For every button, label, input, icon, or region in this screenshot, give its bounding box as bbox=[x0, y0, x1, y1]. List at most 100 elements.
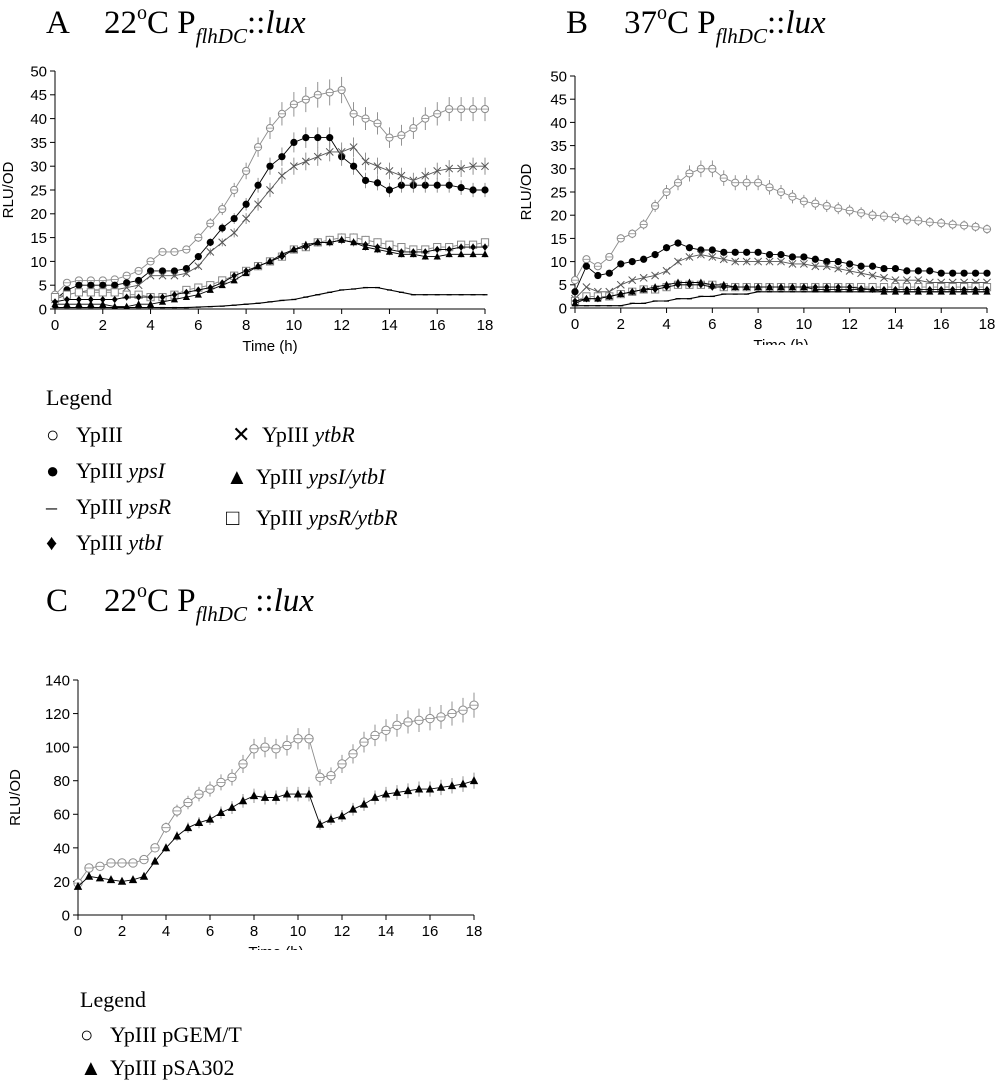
data-point bbox=[594, 294, 602, 302]
data-point bbox=[117, 876, 127, 885]
data-point bbox=[266, 162, 274, 170]
data-point bbox=[373, 245, 382, 253]
data-point bbox=[616, 280, 625, 289]
panel-a-promoter: flhDC bbox=[195, 24, 247, 48]
data-point bbox=[971, 269, 980, 277]
y-tick-label: 45 bbox=[30, 87, 47, 104]
data-point bbox=[337, 147, 346, 156]
data-point bbox=[238, 796, 248, 805]
data-point bbox=[868, 271, 877, 280]
data-point bbox=[206, 247, 215, 256]
data-point bbox=[326, 134, 334, 142]
data-point bbox=[651, 251, 659, 259]
series-ypiii-ypsi bbox=[571, 239, 991, 296]
x-tick-label: 6 bbox=[708, 316, 716, 333]
open-circle-icon: ○ bbox=[46, 422, 60, 447]
legend-ab-item: ○ YpIII bbox=[46, 422, 123, 447]
data-point bbox=[765, 283, 774, 290]
panel-b-unit: C P bbox=[667, 5, 716, 41]
series-line bbox=[55, 239, 485, 308]
data-point bbox=[293, 789, 303, 798]
panel-a-temp: 22 bbox=[104, 5, 137, 41]
y-axis-label: RLU/OD bbox=[0, 162, 17, 219]
y-tick-label: 80 bbox=[53, 773, 70, 790]
x-tick-label: 16 bbox=[429, 317, 446, 334]
data-point bbox=[271, 792, 281, 801]
data-point bbox=[230, 214, 238, 223]
panel-c-degree: o bbox=[137, 580, 147, 602]
y-tick-label: 20 bbox=[550, 208, 567, 225]
x-tick-label: 2 bbox=[617, 316, 625, 333]
data-point bbox=[685, 244, 694, 252]
panel-a-sep: :: bbox=[246, 5, 266, 41]
data-point bbox=[392, 787, 402, 796]
data-point bbox=[470, 243, 476, 251]
data-point bbox=[135, 300, 143, 308]
data-point bbox=[800, 253, 808, 261]
data-point bbox=[194, 818, 204, 827]
data-point bbox=[425, 784, 435, 793]
x-tick-label: 6 bbox=[206, 923, 214, 940]
data-point bbox=[385, 247, 394, 255]
data-point bbox=[182, 264, 190, 273]
data-point bbox=[983, 269, 991, 277]
data-point bbox=[433, 252, 441, 260]
x-tick-label: 8 bbox=[754, 316, 762, 333]
data-point bbox=[685, 253, 694, 261]
data-point bbox=[182, 293, 190, 300]
data-point bbox=[582, 294, 591, 302]
data-point bbox=[111, 281, 119, 289]
data-point bbox=[421, 171, 430, 180]
x-tick-label: 10 bbox=[290, 923, 307, 940]
data-point bbox=[51, 300, 59, 308]
legend-ab-item: ♦ YpIII ytbI bbox=[46, 530, 163, 555]
data-point bbox=[409, 176, 418, 185]
data-point bbox=[194, 262, 203, 271]
data-point bbox=[194, 290, 202, 298]
data-point bbox=[628, 258, 636, 266]
chart-c: 0 20 40 60 80 100 120 140 0 2 4 6 8 10 12 14 16 18 Time (h… bbox=[7, 672, 482, 950]
data-point bbox=[230, 228, 239, 237]
data-point bbox=[868, 285, 877, 293]
data-point bbox=[799, 259, 808, 268]
y-tick-label: 35 bbox=[550, 138, 567, 155]
data-point bbox=[205, 814, 215, 823]
diamond-icon: ♦ bbox=[46, 530, 58, 555]
x-tick-label: 14 bbox=[887, 316, 904, 333]
data-point bbox=[146, 300, 155, 308]
data-point bbox=[73, 881, 83, 890]
panel-a-title: A 22oC PflhDC::lux bbox=[46, 2, 306, 49]
data-point bbox=[242, 214, 251, 223]
series-ypiii-ytbr bbox=[571, 250, 991, 303]
data-point bbox=[249, 791, 259, 800]
data-point bbox=[434, 245, 441, 254]
data-point bbox=[290, 138, 298, 146]
data-point bbox=[134, 281, 143, 290]
data-point bbox=[254, 200, 263, 209]
data-point bbox=[63, 300, 71, 308]
y-tick-label: 50 bbox=[30, 63, 47, 80]
data-point bbox=[139, 871, 149, 880]
data-point bbox=[719, 255, 728, 264]
data-point bbox=[617, 290, 625, 297]
data-point bbox=[949, 269, 957, 277]
panel-b-promoter: flhDC bbox=[715, 24, 767, 48]
data-point bbox=[325, 147, 334, 156]
data-point bbox=[370, 792, 380, 801]
y-tick-label: 5 bbox=[39, 278, 47, 295]
data-point bbox=[361, 176, 370, 185]
data-point bbox=[662, 280, 671, 288]
panel-a-unit: C P bbox=[147, 5, 196, 41]
data-point bbox=[662, 244, 671, 252]
y-tick-label: 15 bbox=[550, 231, 567, 248]
legend-c-title: Legend bbox=[80, 987, 146, 1012]
data-point bbox=[822, 262, 831, 271]
data-point bbox=[481, 162, 489, 171]
x-tick-label: 2 bbox=[99, 317, 107, 334]
panel-c-promoter: flhDC bbox=[195, 602, 247, 626]
panel-b-title: B 37oC PflhDC::lux bbox=[566, 2, 826, 49]
x-tick-label: 18 bbox=[477, 317, 494, 334]
data-point bbox=[914, 267, 922, 275]
data-point bbox=[350, 238, 358, 246]
data-point bbox=[731, 257, 740, 266]
